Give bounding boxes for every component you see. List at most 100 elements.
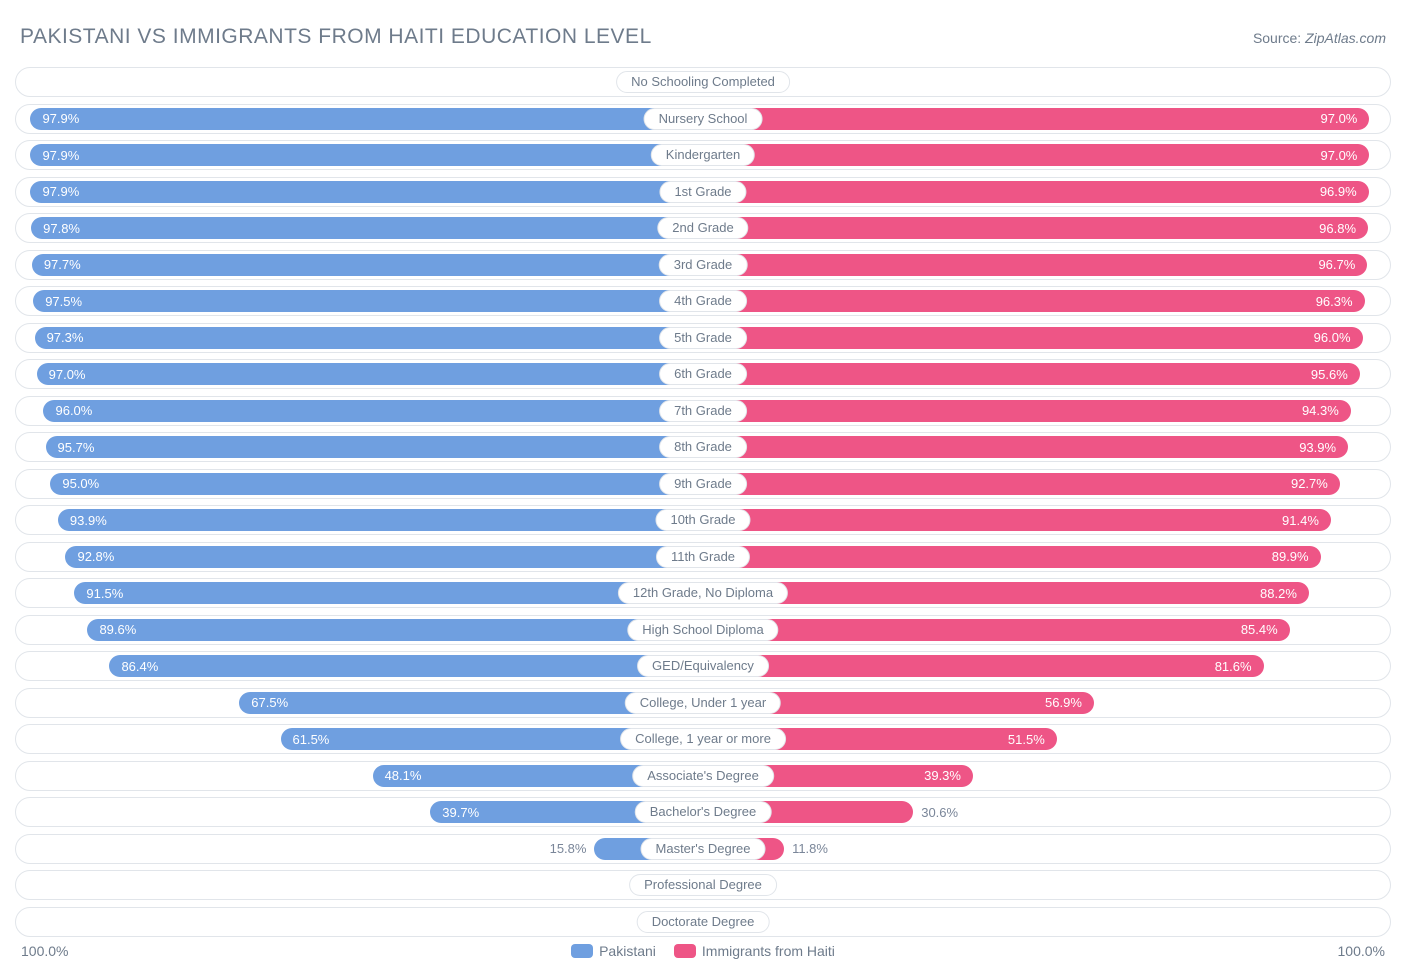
category-label: 12th Grade, No Diploma (618, 582, 788, 604)
row-left-half: 96.0% (16, 397, 703, 425)
row-left-half: 67.5% (16, 689, 703, 717)
right-value-label: 88.2% (1260, 586, 1297, 601)
category-label: College, 1 year or more (620, 728, 786, 750)
row-left-half: 97.5% (16, 287, 703, 315)
row-right-half: 96.0% (703, 324, 1390, 352)
row-left-half: 97.0% (16, 360, 703, 388)
right-value-label: 92.7% (1291, 476, 1328, 491)
chart-row: 61.5% 51.5%College, 1 year or more (15, 724, 1391, 754)
left-bar: 95.0% (50, 473, 703, 495)
right-bar: 89.9% (703, 546, 1321, 568)
category-label: Doctorate Degree (637, 911, 770, 933)
chart-row: 86.4% 81.6% GED/Equivalency (15, 651, 1391, 681)
left-value-label: 93.9% (70, 513, 107, 528)
right-bar: 93.9% (703, 436, 1348, 458)
category-label: Bachelor's Degree (635, 801, 772, 823)
row-right-half: 93.9% (703, 433, 1390, 461)
left-bar: 92.8% (65, 546, 703, 568)
source: Source: ZipAtlas.com (1253, 30, 1386, 46)
category-label: 2nd Grade (657, 217, 748, 239)
row-right-half: 81.6% (703, 652, 1390, 680)
row-right-half: 92.7% (703, 470, 1390, 498)
legend-swatch-left (571, 944, 593, 958)
row-left-half: 39.7% (16, 798, 703, 826)
left-bar: 97.3% (35, 327, 703, 349)
right-bar: 96.8% (703, 217, 1368, 239)
chart-row: 67.5%56.9%College, Under 1 year (15, 688, 1391, 718)
row-right-half: 51.5% (703, 725, 1390, 753)
row-left-half: 2.1% (16, 68, 703, 96)
row-left-half: 97.9% (16, 178, 703, 206)
row-left-half: 92.8% (16, 543, 703, 571)
category-label: High School Diploma (627, 619, 778, 641)
category-label: Kindergarten (651, 144, 755, 166)
row-right-half: 96.9% (703, 178, 1390, 206)
right-value-label: 97.0% (1321, 148, 1358, 163)
left-bar: 97.0% (37, 363, 703, 385)
row-right-half: 95.6% (703, 360, 1390, 388)
row-right-half: 91.4% (703, 506, 1390, 534)
right-bar: 94.3% (703, 400, 1351, 422)
right-value-label: 11.8% (784, 841, 836, 856)
chart-row: 91.5%88.2%12th Grade, No Diploma (15, 578, 1391, 608)
category-label: GED/Equivalency (637, 655, 769, 677)
chart-row: 4.8%3.4%Professional Degree (15, 870, 1391, 900)
chart-row: 93.9% 91.4% 10th Grade (15, 505, 1391, 535)
left-value-label: 92.8% (77, 549, 114, 564)
row-right-half: 3.0% (703, 68, 1390, 96)
left-value-label: 97.9% (42, 184, 79, 199)
right-value-label: 97.0% (1321, 111, 1358, 126)
category-label: 8th Grade (659, 436, 747, 458)
chart-row: 39.7% 30.6% Bachelor's Degree (15, 797, 1391, 827)
chart-row: 48.1%39.3%Associate's Degree (15, 761, 1391, 791)
row-left-half: 97.9% (16, 141, 703, 169)
category-label: 10th Grade (655, 509, 750, 531)
row-right-half: 96.3% (703, 287, 1390, 315)
left-bar: 93.9% (58, 509, 703, 531)
row-right-half: 88.2% (703, 579, 1390, 607)
right-bar: 96.9% (703, 181, 1369, 203)
left-value-label: 86.4% (121, 659, 158, 674)
row-left-half: 97.7% (16, 251, 703, 279)
chart-row: 97.9%96.9%1st Grade (15, 177, 1391, 207)
left-value-label: 97.5% (45, 294, 82, 309)
left-bar: 97.7% (32, 254, 703, 276)
chart-row: 97.7%96.7%3rd Grade (15, 250, 1391, 280)
chart-row: 97.0%95.6%6th Grade (15, 359, 1391, 389)
right-value-label: 81.6% (1215, 659, 1252, 674)
row-left-half: 97.3% (16, 324, 703, 352)
right-bar: 81.6% (703, 655, 1264, 677)
right-value-label: 89.9% (1272, 549, 1309, 564)
right-value-label: 56.9% (1045, 695, 1082, 710)
right-value-label: 30.6% (913, 805, 966, 820)
row-left-half: 89.6% (16, 616, 703, 644)
row-right-half: 39.3% (703, 762, 1390, 790)
category-label: No Schooling Completed (616, 71, 790, 93)
category-label: Nursery School (644, 108, 763, 130)
row-right-half: 96.7% (703, 251, 1390, 279)
row-left-half: 61.5% (16, 725, 703, 753)
legend-swatch-right (674, 944, 696, 958)
row-right-half: 96.8% (703, 214, 1390, 242)
right-bar: 88.2% (703, 582, 1309, 604)
left-value-label: 61.5% (293, 732, 330, 747)
right-bar: 92.7% (703, 473, 1340, 495)
left-value-label: 97.3% (47, 330, 84, 345)
left-bar: 86.4% (109, 655, 703, 677)
category-label: Professional Degree (629, 874, 777, 896)
legend-item-left: Pakistani (571, 943, 656, 959)
legend-item-right: Immigrants from Haiti (674, 943, 835, 959)
left-value-label: 97.9% (42, 148, 79, 163)
left-bar: 97.9% (30, 181, 703, 203)
right-value-label: 94.3% (1302, 403, 1339, 418)
left-bar: 97.9% (30, 108, 703, 130)
right-value-label: 91.4% (1282, 513, 1319, 528)
category-label: 6th Grade (659, 363, 747, 385)
chart-row: 89.6%85.4%High School Diploma (15, 615, 1391, 645)
row-right-half: 30.6% (703, 798, 1390, 826)
category-label: 9th Grade (659, 473, 747, 495)
row-left-half: 2.0% (16, 908, 703, 936)
axis-right-max: 100.0% (1338, 943, 1391, 959)
left-value-label: 39.7% (442, 805, 479, 820)
chart-row: 97.9% 97.0% Kindergarten (15, 140, 1391, 170)
